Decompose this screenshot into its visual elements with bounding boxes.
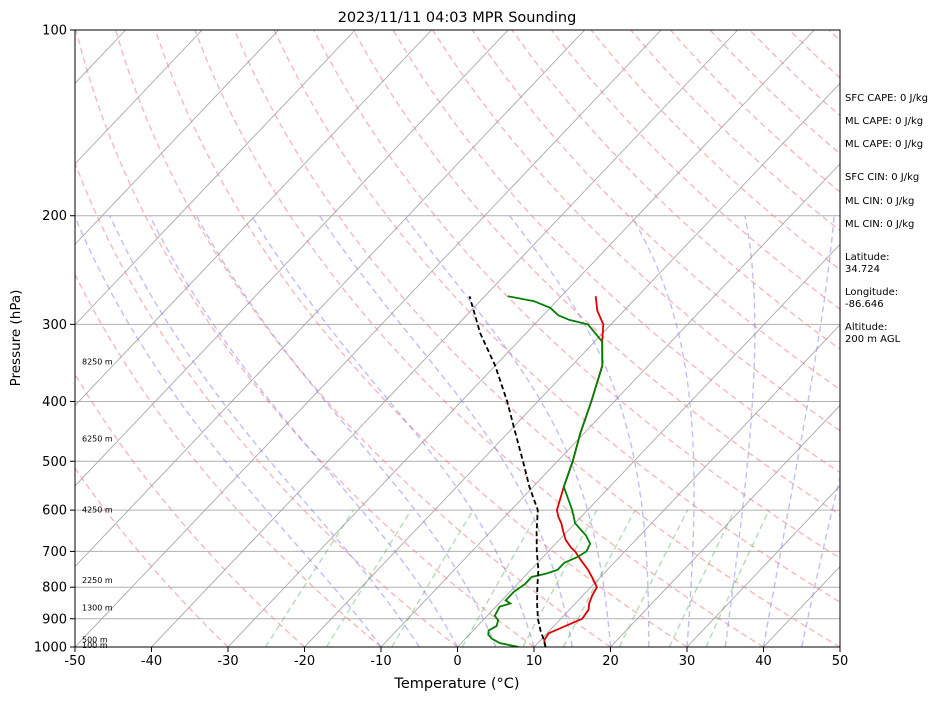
stat-sfc-cape: SFC CAPE: 0 J/kg	[845, 93, 928, 105]
y-tick-label: 1000	[34, 641, 67, 656]
height-label: 2250 m	[82, 576, 113, 585]
x-axis-label: Temperature (°C)	[393, 676, 519, 692]
dry-adiabat-line	[195, 30, 764, 647]
plot-frame	[75, 30, 840, 647]
y-tick-label: 500	[42, 455, 67, 470]
y-tick-label: 300	[42, 318, 67, 333]
moist-adiabat-line	[802, 216, 904, 647]
moist-adiabat-line	[110, 216, 420, 647]
chart-title: 2023/11/11 04:03 MPR Sounding	[338, 10, 577, 26]
height-label: 8250 m	[82, 357, 113, 366]
moist-adiabat-line	[150, 216, 458, 647]
x-tick-label: -10	[370, 654, 391, 669]
stat-sfc-cin: SFC CIN: 0 J/kg	[845, 172, 919, 184]
dry-adiabat-line	[36, 30, 457, 647]
y-tick-label: 400	[42, 395, 67, 410]
y-tick-label: 700	[42, 545, 67, 560]
stat-ml-cape-2: ML CAPE: 0 J/kg	[845, 139, 923, 151]
moist-adiabat-line	[840, 216, 947, 647]
x-tick-label: 50	[832, 654, 849, 669]
x-tick-label: 20	[602, 654, 619, 669]
stat-ml-cape: ML CAPE: 0 J/kg	[845, 116, 923, 128]
stat-latitude: Latitude: 34.724	[845, 252, 890, 276]
mixing-ratio-line	[619, 510, 687, 647]
x-tick-label: -30	[217, 654, 238, 669]
isotherm-line	[0, 30, 585, 647]
stat-ml-cin-2: ML CIN: 0 J/kg	[845, 219, 914, 231]
stat-altitude: Altitude: 200 m AGL	[845, 322, 900, 346]
height-label: 6250 m	[82, 434, 113, 443]
mixing-ratio-line	[523, 510, 597, 647]
x-tick-label: 0	[453, 654, 461, 669]
isotherm-line	[0, 30, 202, 647]
moist-adiabat-line	[75, 216, 382, 647]
x-tick-label: -40	[141, 654, 162, 669]
isotherm-line	[228, 30, 814, 647]
mixing-ratio-line	[266, 510, 354, 647]
isotherm-line	[152, 30, 738, 647]
stat-longitude: Longitude: -86.646	[845, 287, 898, 311]
x-tick-label: 30	[679, 654, 696, 669]
temperature-profile-line	[544, 296, 603, 647]
y-tick-label: 600	[42, 504, 67, 519]
dry-adiabat-line	[274, 30, 916, 647]
moist-adiabat-line	[404, 216, 610, 647]
moist-adiabat-line	[764, 216, 835, 647]
y-tick-label: 800	[42, 581, 67, 596]
y-tick-label: 100	[42, 24, 67, 39]
height-label: 500 m	[82, 636, 108, 645]
x-tick-label: 40	[755, 654, 772, 669]
y-tick-label: 200	[42, 209, 67, 224]
moist-adiabat-line	[320, 216, 573, 647]
isotherm-line	[0, 30, 508, 647]
mixing-ratio-line	[327, 510, 412, 647]
mixing-ratio-line	[706, 510, 769, 647]
y-tick-label: 900	[42, 612, 67, 627]
dry-adiabat-line	[116, 30, 611, 647]
height-label: 4250 m	[82, 506, 113, 515]
y-axis-label: Pressure (hPa)	[8, 290, 24, 387]
dry-adiabat-line	[76, 30, 534, 647]
dewpoint-profile-line	[488, 296, 602, 647]
moist-adiabat-line	[510, 216, 649, 647]
x-tick-label: -20	[294, 654, 315, 669]
x-tick-label: 10	[526, 654, 543, 669]
x-tick-label: -50	[64, 654, 85, 669]
height-label: 1300 m	[82, 604, 113, 613]
mixing-ratio-line	[669, 510, 734, 647]
stat-ml-cin: ML CIN: 0 J/kg	[845, 196, 914, 208]
